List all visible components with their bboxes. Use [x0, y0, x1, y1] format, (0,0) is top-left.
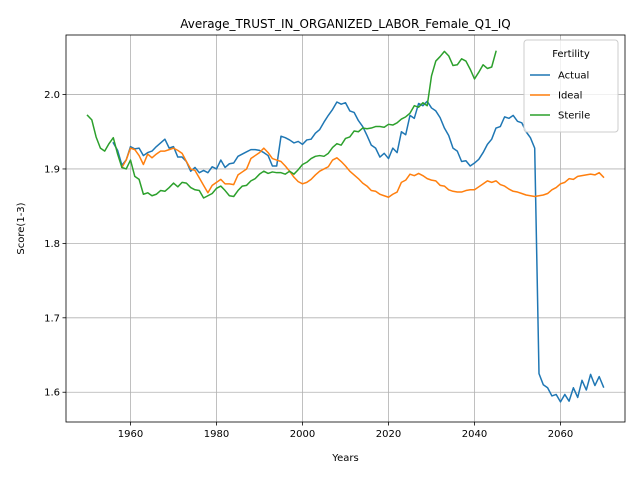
- plot-frame: [65, 34, 626, 423]
- x-tick-label: 1960: [118, 429, 143, 440]
- y-tick-label: 1.6: [44, 388, 60, 399]
- legend-title: Fertility: [552, 49, 590, 60]
- y-axis-label: Score(1-3): [16, 202, 27, 254]
- x-tick-label: 2020: [376, 429, 401, 440]
- series-line-ideal: [120, 147, 605, 198]
- series-line-sterile: [86, 50, 497, 199]
- series-layer: [86, 50, 605, 403]
- x-axis-label: Years: [331, 453, 358, 464]
- legend-label-actual: Actual: [558, 71, 589, 82]
- x-tick-label: 2000: [290, 429, 315, 440]
- legend-label-sterile: Sterile: [558, 111, 590, 122]
- chart-title: Average_TRUST_IN_ORGANIZED_LABOR_Female_…: [180, 17, 510, 31]
- x-axis-ticks: 1960 1980 2000 2020 2040 2060: [118, 422, 573, 440]
- x-tick-label: 2060: [548, 429, 573, 440]
- x-tick-label: 1980: [204, 429, 229, 440]
- legend: Fertility Actual Ideal Sterile: [523, 39, 619, 133]
- y-axis-ticks: 1.6 1.7 1.8 1.9 2.0: [44, 90, 66, 399]
- x-tick-label: 2040: [462, 429, 487, 440]
- y-tick-label: 1.9: [44, 164, 60, 175]
- y-tick-label: 2.0: [44, 90, 60, 101]
- legend-box: [523, 39, 619, 133]
- y-tick-label: 1.7: [44, 313, 60, 324]
- legend-items: Actual Ideal Sterile: [530, 71, 590, 122]
- series-line-actual: [112, 100, 605, 403]
- y-tick-label: 1.8: [44, 239, 60, 250]
- legend-label-ideal: Ideal: [558, 91, 582, 102]
